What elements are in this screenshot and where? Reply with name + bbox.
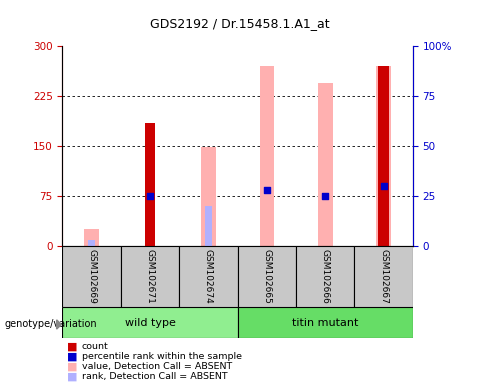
FancyBboxPatch shape xyxy=(238,246,296,307)
Text: value, Detection Call = ABSENT: value, Detection Call = ABSENT xyxy=(82,362,232,371)
Bar xyxy=(145,122,155,246)
Text: ■: ■ xyxy=(67,351,78,361)
Bar xyxy=(205,206,212,246)
Bar xyxy=(378,66,389,246)
FancyBboxPatch shape xyxy=(62,246,121,307)
FancyBboxPatch shape xyxy=(354,246,413,307)
Text: GSM102666: GSM102666 xyxy=(321,249,330,304)
Text: GSM102669: GSM102669 xyxy=(87,249,96,304)
Point xyxy=(263,187,271,193)
Bar xyxy=(201,147,216,246)
Text: GSM102667: GSM102667 xyxy=(379,249,388,304)
Point xyxy=(321,193,329,199)
FancyBboxPatch shape xyxy=(296,246,354,307)
FancyBboxPatch shape xyxy=(238,307,413,338)
Bar xyxy=(376,66,391,246)
Text: wild type: wild type xyxy=(125,318,175,328)
Bar xyxy=(260,66,274,246)
Polygon shape xyxy=(57,320,61,329)
Text: rank, Detection Call = ABSENT: rank, Detection Call = ABSENT xyxy=(82,372,227,381)
FancyBboxPatch shape xyxy=(121,246,179,307)
Bar xyxy=(88,240,95,246)
Bar xyxy=(318,83,333,246)
Text: genotype/variation: genotype/variation xyxy=(5,319,97,329)
Text: GSM102665: GSM102665 xyxy=(262,249,271,304)
Text: titin mutant: titin mutant xyxy=(292,318,359,328)
Text: GSM102671: GSM102671 xyxy=(145,249,155,304)
Text: percentile rank within the sample: percentile rank within the sample xyxy=(82,352,241,361)
Text: ■: ■ xyxy=(67,361,78,371)
Text: GSM102674: GSM102674 xyxy=(204,249,213,304)
Text: ■: ■ xyxy=(67,341,78,351)
Point xyxy=(380,183,387,189)
Text: GDS2192 / Dr.15458.1.A1_at: GDS2192 / Dr.15458.1.A1_at xyxy=(150,17,330,30)
Point xyxy=(146,193,154,199)
FancyBboxPatch shape xyxy=(179,246,238,307)
Bar xyxy=(84,229,99,246)
Text: ■: ■ xyxy=(67,371,78,381)
FancyBboxPatch shape xyxy=(62,307,238,338)
Text: count: count xyxy=(82,342,108,351)
